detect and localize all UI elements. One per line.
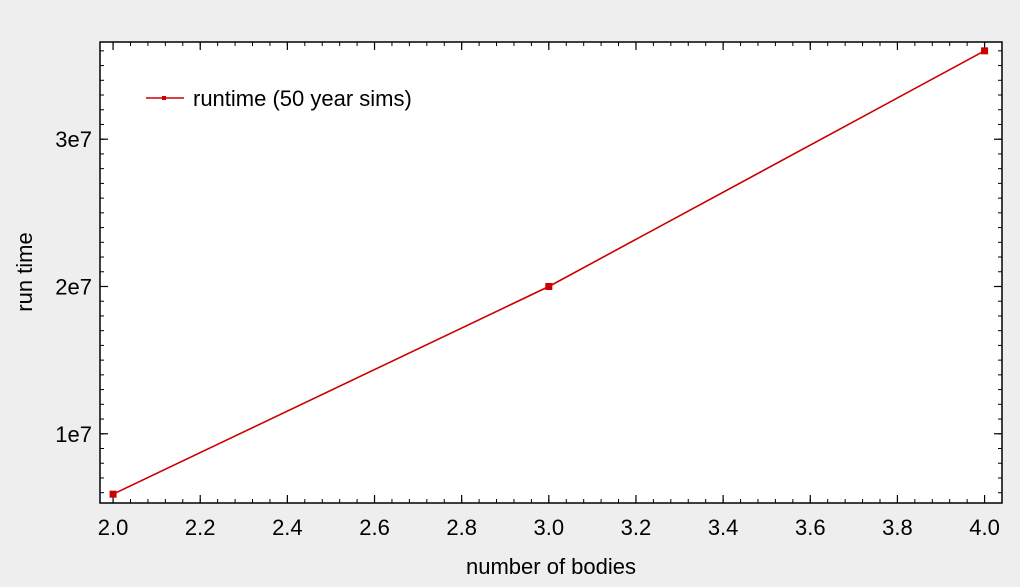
data-point <box>981 47 989 55</box>
minor-ticks <box>100 42 1002 503</box>
x-tick-label: 2.4 <box>272 515 303 540</box>
y-axis: 1e7 2e7 3e7 <box>55 127 1002 447</box>
x-tick-label: 2.8 <box>446 515 477 540</box>
x-tick-label: 2.6 <box>359 515 390 540</box>
x-tick-label: 2.2 <box>185 515 216 540</box>
x-tick-label: 3.6 <box>795 515 826 540</box>
y-tick-label: 3e7 <box>55 127 92 152</box>
data-point <box>109 490 117 498</box>
x-tick-label: 3.2 <box>621 515 652 540</box>
y-tick-label: 1e7 <box>55 422 92 447</box>
x-tick-label: 4.0 <box>969 515 1000 540</box>
data-point <box>545 282 553 290</box>
x-tick-label: 2.0 <box>98 515 129 540</box>
y-axis-title: run time <box>12 232 37 311</box>
x-tick-label: 3.0 <box>534 515 565 540</box>
x-tick-label: 3.8 <box>882 515 913 540</box>
plot-area <box>99 41 1003 504</box>
legend-marker-swatch <box>162 96 166 100</box>
y-tick-label: 2e7 <box>55 274 92 299</box>
x-axis: 2.0 2.2 2.4 2.6 2.8 3.0 3.2 3.4 3.6 3.8 4.0 <box>98 42 1000 540</box>
legend-label: runtime (50 year sims) <box>193 86 412 111</box>
x-tick-label: 3.4 <box>708 515 739 540</box>
series-layer <box>109 47 989 498</box>
legend: runtime (50 year sims) <box>146 86 412 111</box>
x-axis-title: number of bodies <box>466 554 636 579</box>
